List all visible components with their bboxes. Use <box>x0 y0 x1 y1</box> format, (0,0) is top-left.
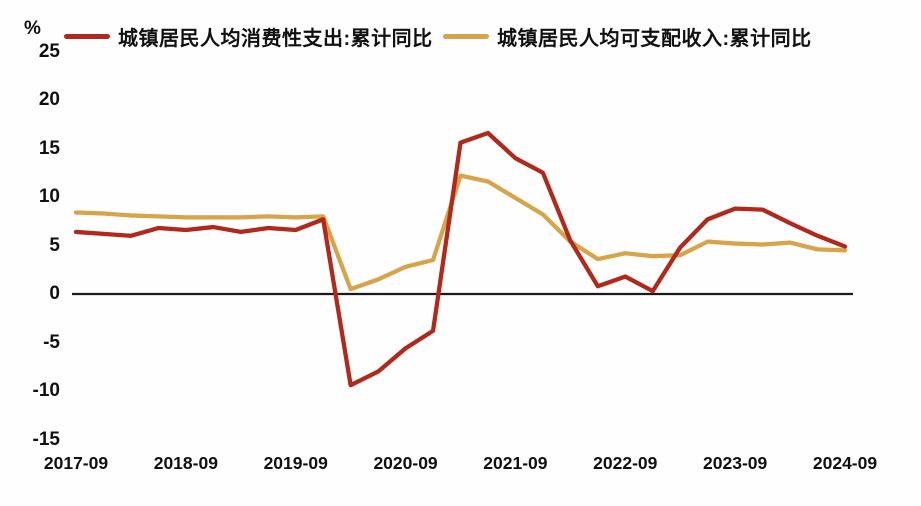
x-tick-label: 2018-09 <box>153 453 218 473</box>
y-tick-label: 0 <box>49 283 60 304</box>
y-tick-label: 10 <box>38 186 60 207</box>
x-tick-label: 2024-09 <box>812 453 878 473</box>
y-tick-label: -10 <box>32 380 60 401</box>
legend-item-expenditure: 城镇居民人均消费性支出:累计同比 <box>64 22 433 51</box>
x-tick-label: 2022-09 <box>593 453 658 473</box>
y-tick-label: 25 <box>38 40 60 62</box>
series-line-expenditure <box>73 130 848 388</box>
x-tick-label: 2017-09 <box>43 453 109 473</box>
legend-line-swatch-expenditure <box>64 34 110 39</box>
y-tick-label: 15 <box>38 137 60 159</box>
y-tick-label: 20 <box>38 89 60 110</box>
y-axis-unit-label: % <box>24 18 41 39</box>
legend-item-income: 城镇居民人均可支配收入:累计同比 <box>443 22 812 51</box>
x-tick-label: 2023-09 <box>703 453 768 473</box>
legend-label-expenditure: 城镇居民人均消费性支出:累计同比 <box>118 28 433 50</box>
x-tick-label: 2020-09 <box>373 453 438 473</box>
legend-line-swatch-income <box>443 34 489 39</box>
legend-label-income: 城镇居民人均可支配收入:累计同比 <box>497 28 812 50</box>
x-tick-label: 2019-09 <box>263 453 328 473</box>
y-tick-label: 5 <box>49 234 60 256</box>
y-tick-label: -5 <box>43 331 60 353</box>
series-line-income <box>73 173 848 292</box>
y-tick-label: -15 <box>32 428 60 450</box>
x-tick-label: 2021-09 <box>483 453 548 473</box>
